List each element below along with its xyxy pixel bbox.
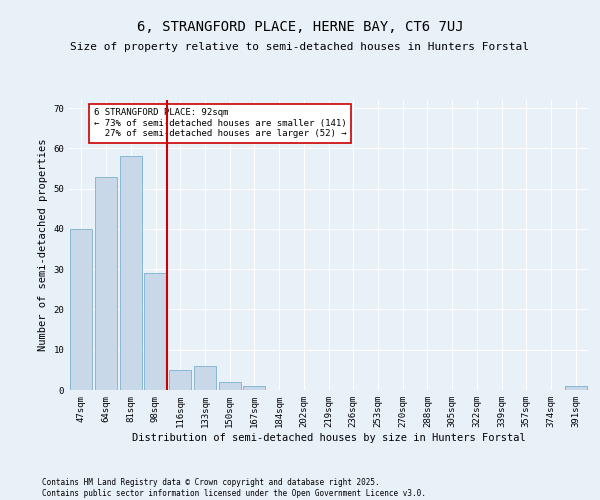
Bar — [70, 229, 92, 390]
Y-axis label: Number of semi-detached properties: Number of semi-detached properties — [38, 138, 48, 352]
Bar — [243, 386, 265, 390]
Bar — [169, 370, 191, 390]
Text: 6 STRANGFORD PLACE: 92sqm
← 73% of semi-detached houses are smaller (141)
  27% : 6 STRANGFORD PLACE: 92sqm ← 73% of semi-… — [94, 108, 346, 138]
X-axis label: Distribution of semi-detached houses by size in Hunters Forstal: Distribution of semi-detached houses by … — [131, 432, 526, 442]
Bar — [565, 386, 587, 390]
Text: Size of property relative to semi-detached houses in Hunters Forstal: Size of property relative to semi-detach… — [71, 42, 530, 52]
Bar — [194, 366, 216, 390]
Bar — [218, 382, 241, 390]
Bar — [95, 176, 117, 390]
Bar — [145, 273, 167, 390]
Bar — [119, 156, 142, 390]
Text: Contains HM Land Registry data © Crown copyright and database right 2025.
Contai: Contains HM Land Registry data © Crown c… — [42, 478, 426, 498]
Text: 6, STRANGFORD PLACE, HERNE BAY, CT6 7UJ: 6, STRANGFORD PLACE, HERNE BAY, CT6 7UJ — [137, 20, 463, 34]
